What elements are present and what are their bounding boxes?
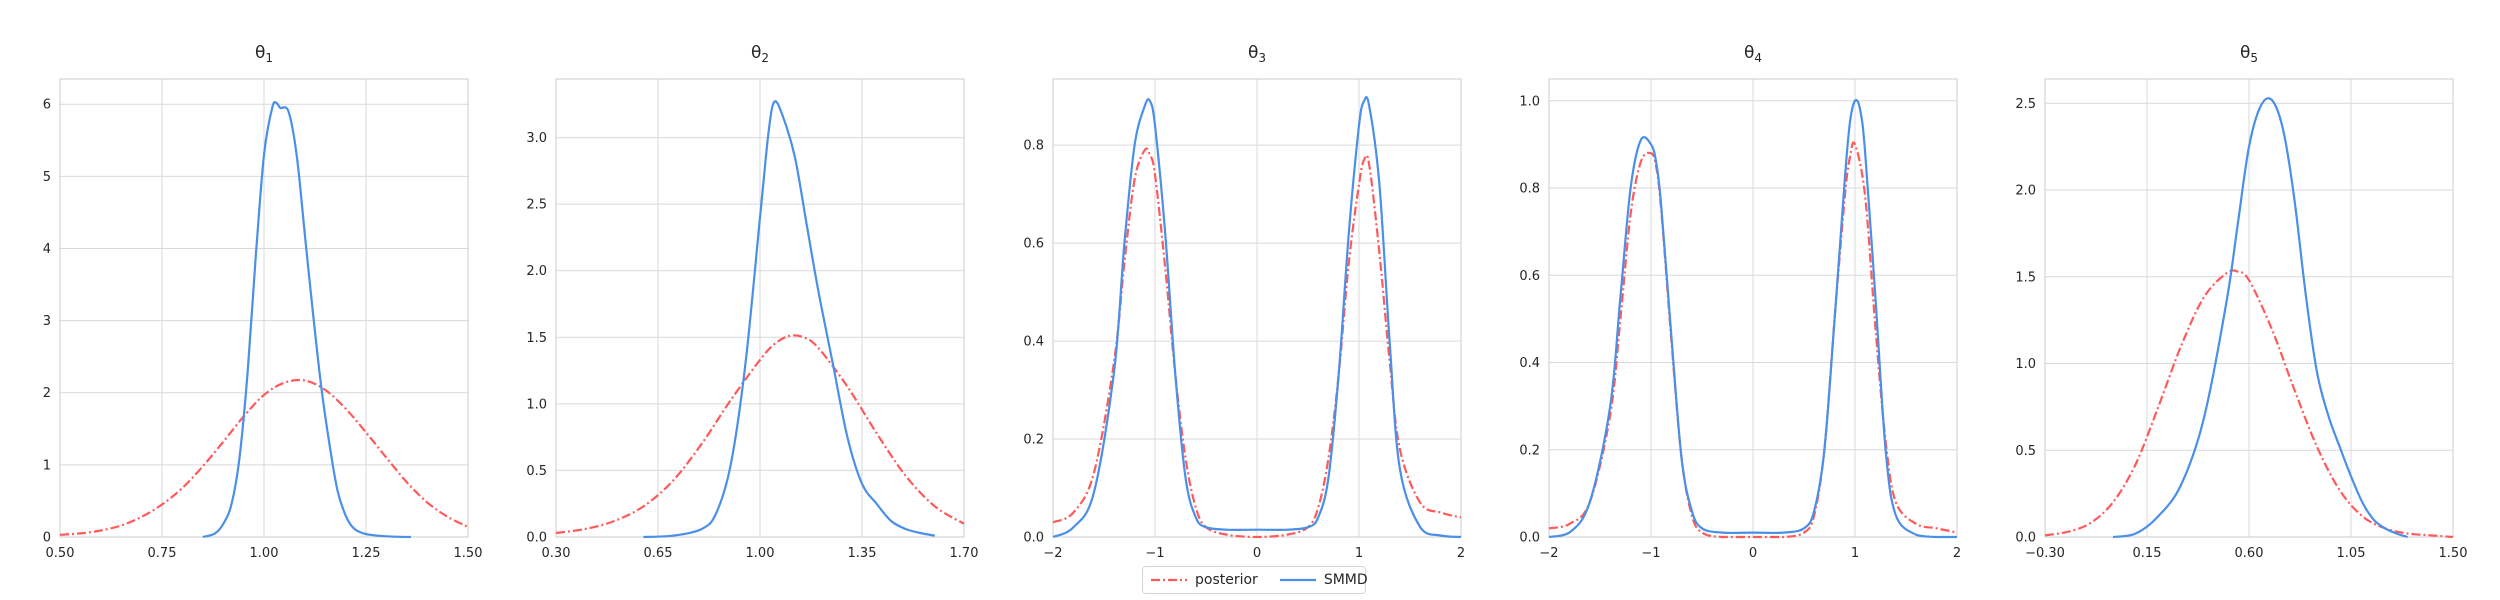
- y-tick-label: 1: [43, 458, 51, 473]
- panel-title: θ3: [1248, 43, 1266, 65]
- panel-5: −0.30 0.15 0.60 1.05 1.50 0.0 0.5 1.0 1.5 2.0 2.5 θ…: [2015, 43, 2467, 561]
- series-line-smmd: [1548, 98, 1957, 539]
- y-tick-label: 0.2: [1023, 433, 1044, 448]
- series-line-smmd: [643, 100, 936, 539]
- y-tick-label: 0.0: [1023, 531, 1044, 546]
- y-tick-label: 0.5: [526, 464, 547, 479]
- x-tick-label: 0.65: [644, 546, 673, 561]
- x-tick-label: 1.35: [848, 546, 877, 561]
- plot-frame: [59, 78, 469, 538]
- x-tick-label: 1.50: [454, 546, 483, 561]
- panel-title: θ2: [751, 43, 769, 65]
- series-line-smmd: [2112, 97, 2409, 539]
- plot-frame: [1548, 78, 1958, 538]
- y-tick-label: 3.0: [526, 131, 547, 146]
- y-tick-label: 1.0: [526, 397, 547, 412]
- panel-3: −2 −1 0 1 2 0.0 0.2 0.4 0.6 0.8 θ3: [1023, 43, 1465, 561]
- panel-title: θ4: [1744, 43, 1762, 65]
- legend-swatch-smmd: [1279, 578, 1316, 582]
- x-tick-label: 0.60: [2235, 546, 2264, 561]
- legend-swatch-posterior: [1151, 578, 1187, 582]
- x-tick-label: −2: [1539, 546, 1558, 561]
- x-tick-label: 0.75: [148, 546, 177, 561]
- y-tick-label: 2.5: [526, 198, 547, 213]
- panel-title: θ1: [255, 43, 273, 65]
- y-tick-label: 2.5: [2015, 97, 2036, 112]
- y-tick-label: 1.5: [526, 331, 547, 346]
- panel-title: θ5: [2240, 43, 2258, 65]
- legend: posterior SMMD: [1142, 566, 1368, 594]
- y-tick-label: 3: [43, 314, 51, 329]
- y-tick-label: 0.0: [2015, 531, 2036, 546]
- x-tick-label: 0.15: [2133, 546, 2162, 561]
- series-line-smmd: [202, 100, 411, 539]
- series-line-smmd: [1052, 95, 1462, 539]
- y-tick-label: 5: [43, 170, 51, 185]
- x-tick-label: 1.70: [950, 546, 979, 561]
- plot-frame: [2044, 78, 2454, 538]
- x-tick-label: 1: [1355, 546, 1363, 561]
- y-tick-label: 0.4: [1023, 335, 1044, 350]
- x-tick-label: 2: [1457, 546, 1465, 561]
- y-tick-label: 0.5: [2015, 444, 2036, 459]
- y-tick-label: 2.0: [526, 264, 547, 279]
- panel-4: −2 −1 0 1 2 0.0 0.2 0.4 0.6 0.8 1.0 θ4: [1519, 43, 1961, 561]
- y-tick-label: 0.0: [1519, 531, 1540, 546]
- y-tick-label: 0.2: [1519, 443, 1540, 458]
- legend-label-smmd: SMMD: [1323, 572, 1368, 588]
- y-tick-label: 2: [43, 386, 51, 401]
- x-tick-label: −1: [1641, 546, 1660, 561]
- x-tick-label: 1.00: [746, 546, 775, 561]
- x-tick-label: −0.30: [2025, 546, 2065, 561]
- y-tick-label: 1.5: [2015, 270, 2036, 285]
- x-tick-label: 0.30: [542, 546, 571, 561]
- series-line-posterior: [1548, 141, 1958, 539]
- series-line-posterior: [555, 334, 965, 535]
- x-tick-label: 1.50: [2439, 546, 2468, 561]
- y-tick-label: 6: [43, 98, 51, 113]
- x-tick-label: 1: [1851, 546, 1859, 561]
- panel-2: 0.30 0.65 1.00 1.35 1.70 0.0 0.5 1.0 1.5 2.0 2.5 3.…: [526, 43, 978, 561]
- legend-item-smmd: SMMD: [1279, 572, 1368, 588]
- y-tick-label: 0: [43, 531, 51, 546]
- series-line-posterior: [59, 378, 469, 536]
- legend-label-posterior: posterior: [1195, 572, 1258, 588]
- x-tick-label: −1: [1145, 546, 1164, 561]
- x-tick-label: 0: [1749, 546, 1757, 561]
- series-line-posterior: [1052, 147, 1462, 539]
- x-tick-label: 0: [1253, 546, 1261, 561]
- x-tick-label: 1.25: [352, 546, 381, 561]
- y-tick-label: 0.6: [1023, 237, 1044, 252]
- y-tick-label: 0.8: [1519, 182, 1540, 197]
- x-tick-label: −2: [1043, 546, 1062, 561]
- x-tick-label: 1.00: [250, 546, 279, 561]
- plot-frame: [555, 78, 965, 538]
- y-tick-label: 0.6: [1519, 269, 1540, 284]
- y-tick-label: 0.4: [1519, 356, 1540, 371]
- y-tick-label: 4: [43, 242, 51, 257]
- x-tick-label: 2: [1953, 546, 1961, 561]
- y-tick-label: 1.0: [2015, 357, 2036, 372]
- y-tick-label: 0.8: [1023, 139, 1044, 154]
- y-tick-label: 2.0: [2015, 184, 2036, 199]
- x-tick-label: 1.05: [2337, 546, 2366, 561]
- y-tick-label: 1.0: [1519, 94, 1540, 109]
- y-tick-label: 0.0: [526, 531, 547, 546]
- panel-1: 0.50 0.75 1.00 1.25 1.50 0 1 2 3 4 5 6 θ1: [43, 43, 483, 561]
- legend-item-posterior: posterior: [1151, 572, 1258, 588]
- x-tick-label: 0.50: [46, 546, 75, 561]
